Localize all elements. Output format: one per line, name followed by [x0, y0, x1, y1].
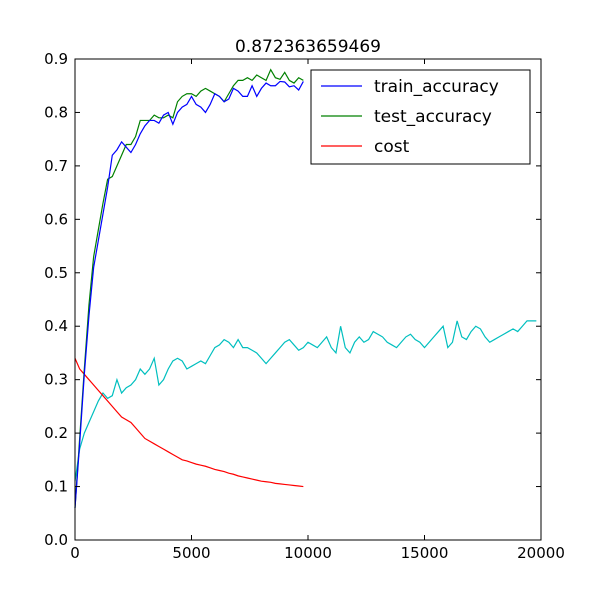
y-tick-label: 0.2: [44, 424, 68, 442]
y-tick-label: 0.9: [44, 50, 68, 68]
cost-line: [74, 358, 304, 488]
test-accuracy-line: [74, 68, 304, 508]
x-tick-label: 0: [70, 544, 80, 562]
x-tick-label: 5000: [172, 544, 210, 562]
series-3-line: [74, 320, 537, 482]
y-tick-label: 0.4: [44, 317, 68, 335]
legend-label-test-accuracy: test_accuracy: [374, 107, 492, 127]
ticks-layer: 0 5000 10000 15000 20000 0.0 0.1 0.2 0.3 0.4 0.5 0.…: [44, 50, 565, 562]
y-tick-label: 0.6: [44, 210, 68, 228]
series-layer: [74, 68, 537, 508]
y-tick-label: 0.0: [44, 531, 68, 549]
train-accuracy-line: [74, 80, 304, 508]
y-tick-label: 0.8: [44, 103, 68, 121]
y-tick-label: 0.1: [44, 478, 68, 496]
legend-label-cost: cost: [374, 137, 410, 157]
y-tick-label: 0.7: [44, 157, 68, 175]
y-tick-label: 0.5: [44, 264, 68, 282]
chart-title: 0.872363659469: [235, 37, 381, 57]
x-tick-label: 15000: [401, 544, 449, 562]
x-tick-label: 10000: [284, 544, 332, 562]
x-tick-label: 20000: [517, 544, 565, 562]
legend-label-train-accuracy: train_accuracy: [374, 77, 499, 97]
y-tick-label: 0.3: [44, 371, 68, 389]
